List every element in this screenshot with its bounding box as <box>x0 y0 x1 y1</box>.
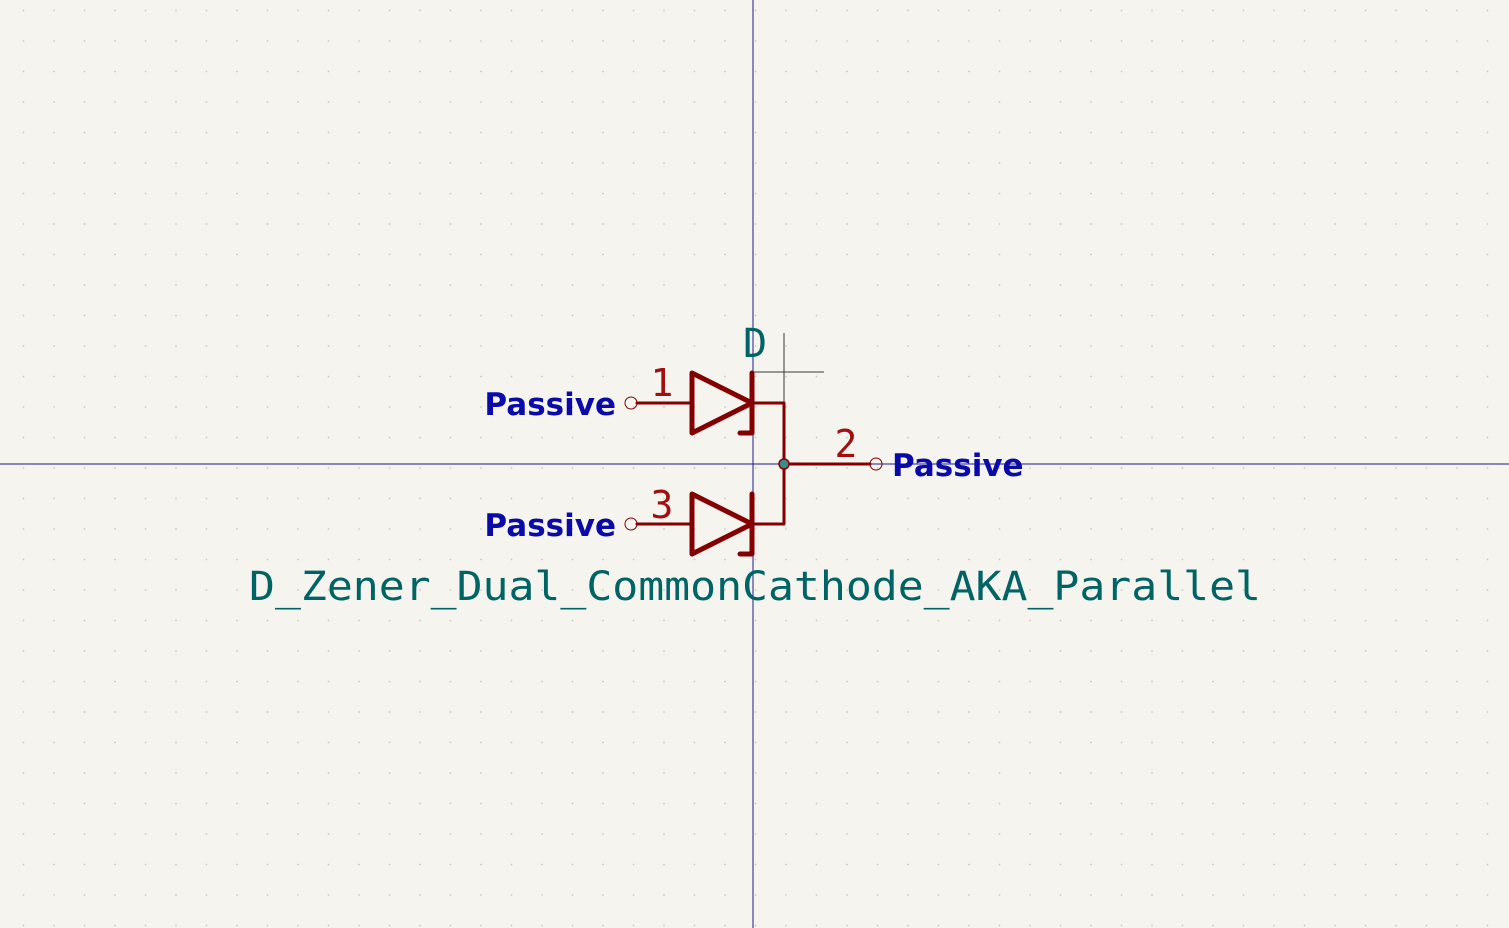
cathode-bottom-wire <box>750 462 786 526</box>
pin-3-number: 3 <box>651 483 674 527</box>
pin-3-endpoint[interactable] <box>624 517 638 531</box>
pin-1-number: 1 <box>651 361 674 405</box>
zener-dual-symbol[interactable] <box>635 370 872 557</box>
diode-bottom-triangle <box>689 491 755 557</box>
pin-2-endpoint[interactable] <box>869 457 883 471</box>
symbol-value-field[interactable]: D_Zener_Dual_CommonCathode_AKA_Parallel <box>249 564 1261 610</box>
pin-3-type-label: Passive <box>484 508 616 544</box>
diode-top-triangle <box>689 370 755 436</box>
common-junction-dot <box>778 458 790 470</box>
pin-2-number: 2 <box>835 422 858 466</box>
reference-designator[interactable]: D <box>743 321 767 367</box>
diode-bottom-cathode-bar <box>737 491 755 557</box>
cursor-crosshair <box>753 333 824 403</box>
diode-top-cathode-bar <box>737 370 755 436</box>
pin-1-endpoint[interactable] <box>624 396 638 410</box>
cathode-top-wire <box>750 401 786 466</box>
pin-1-type-label: Passive <box>484 387 616 423</box>
pin-2-type-label: Passive <box>892 448 1024 484</box>
